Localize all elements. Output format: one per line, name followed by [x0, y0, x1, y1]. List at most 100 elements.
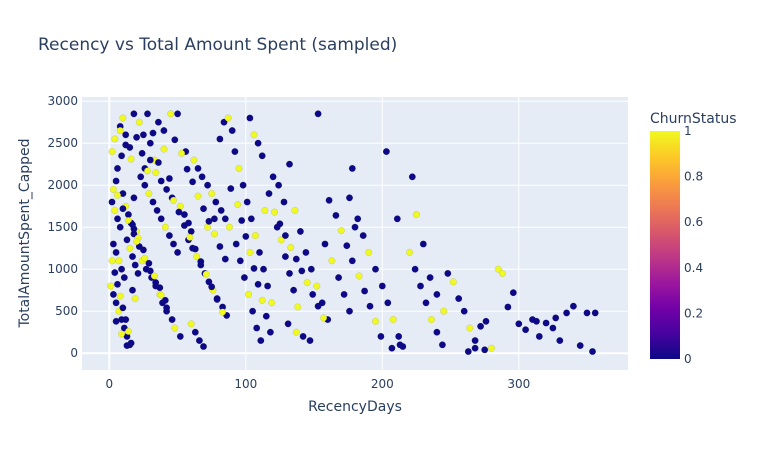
data-point[interactable]: [372, 317, 380, 325]
data-point[interactable]: [417, 282, 425, 290]
data-point[interactable]: [171, 136, 179, 144]
data-point[interactable]: [251, 232, 259, 240]
data-point[interactable]: [141, 254, 149, 262]
data-point[interactable]: [169, 196, 177, 204]
data-point[interactable]: [122, 141, 130, 149]
data-point[interactable]: [128, 253, 136, 261]
data-point[interactable]: [340, 290, 348, 298]
data-point[interactable]: [303, 279, 311, 287]
data-point[interactable]: [120, 274, 128, 282]
data-point[interactable]: [328, 257, 336, 265]
data-point[interactable]: [157, 177, 165, 185]
data-point[interactable]: [365, 248, 373, 256]
data-point[interactable]: [275, 181, 283, 189]
data-point[interactable]: [113, 164, 121, 172]
data-point[interactable]: [302, 248, 310, 256]
data-point[interactable]: [411, 265, 419, 273]
data-point[interactable]: [393, 215, 401, 223]
data-point[interactable]: [306, 337, 314, 345]
data-point[interactable]: [195, 337, 203, 345]
data-point[interactable]: [109, 240, 117, 248]
data-point[interactable]: [143, 110, 151, 118]
data-point[interactable]: [143, 167, 151, 175]
data-point[interactable]: [232, 240, 240, 248]
data-point[interactable]: [238, 216, 246, 224]
data-point[interactable]: [130, 110, 138, 118]
data-point[interactable]: [174, 110, 182, 118]
data-point[interactable]: [180, 211, 188, 219]
data-point[interactable]: [127, 339, 135, 347]
data-point[interactable]: [116, 223, 124, 231]
data-point[interactable]: [382, 148, 390, 156]
data-point[interactable]: [191, 245, 199, 253]
data-point[interactable]: [325, 196, 333, 204]
data-point[interactable]: [154, 118, 162, 126]
data-point[interactable]: [396, 341, 404, 349]
data-point[interactable]: [152, 169, 160, 177]
data-point[interactable]: [113, 215, 121, 223]
data-point[interactable]: [145, 259, 153, 267]
data-point[interactable]: [455, 295, 463, 303]
data-point[interactable]: [139, 246, 147, 254]
data-point[interactable]: [149, 129, 157, 137]
data-point[interactable]: [112, 299, 120, 307]
data-point[interactable]: [348, 164, 356, 172]
data-point[interactable]: [444, 269, 452, 277]
data-point[interactable]: [258, 296, 266, 304]
data-point[interactable]: [277, 236, 285, 244]
data-point[interactable]: [296, 227, 304, 235]
data-point[interactable]: [134, 269, 142, 277]
data-point[interactable]: [243, 198, 251, 206]
data-point[interactable]: [109, 185, 117, 193]
data-point[interactable]: [119, 114, 127, 122]
data-point[interactable]: [286, 269, 294, 277]
data-point[interactable]: [149, 198, 157, 206]
data-point[interactable]: [212, 198, 220, 206]
data-point[interactable]: [178, 149, 186, 157]
data-point[interactable]: [291, 206, 299, 214]
data-point[interactable]: [359, 232, 367, 240]
data-point[interactable]: [253, 324, 261, 332]
data-point[interactable]: [113, 191, 121, 199]
data-point[interactable]: [133, 133, 141, 141]
data-point[interactable]: [433, 290, 441, 298]
data-point[interactable]: [116, 127, 124, 135]
data-point[interactable]: [118, 265, 126, 273]
data-point[interactable]: [556, 337, 564, 345]
data-point[interactable]: [124, 216, 132, 224]
data-point[interactable]: [384, 299, 392, 307]
data-point[interactable]: [109, 290, 117, 298]
data-point[interactable]: [563, 309, 571, 317]
data-point[interactable]: [167, 110, 175, 118]
data-point[interactable]: [292, 255, 300, 263]
data-point[interactable]: [161, 296, 169, 304]
data-point[interactable]: [254, 280, 262, 288]
data-point[interactable]: [249, 307, 257, 315]
data-point[interactable]: [208, 190, 216, 198]
data-point[interactable]: [112, 248, 120, 256]
data-point[interactable]: [123, 236, 131, 244]
data-point[interactable]: [346, 307, 354, 315]
data-point[interactable]: [150, 272, 158, 280]
data-point[interactable]: [171, 324, 179, 332]
data-point[interactable]: [216, 135, 224, 143]
data-point[interactable]: [438, 341, 446, 349]
data-point[interactable]: [509, 289, 517, 297]
data-point[interactable]: [256, 248, 264, 256]
data-point[interactable]: [426, 274, 434, 282]
data-point[interactable]: [412, 211, 420, 219]
data-point[interactable]: [111, 135, 119, 143]
data-point[interactable]: [522, 326, 530, 334]
data-point[interactable]: [440, 307, 448, 315]
data-point[interactable]: [236, 257, 244, 265]
data-point[interactable]: [130, 194, 138, 202]
data-point[interactable]: [122, 316, 130, 324]
data-point[interactable]: [389, 316, 397, 324]
data-point[interactable]: [216, 242, 224, 250]
data-point[interactable]: [482, 317, 490, 325]
data-point[interactable]: [169, 240, 177, 248]
data-point[interactable]: [488, 344, 496, 352]
data-point[interactable]: [133, 237, 141, 245]
data-point[interactable]: [242, 232, 250, 240]
data-point[interactable]: [205, 217, 213, 225]
